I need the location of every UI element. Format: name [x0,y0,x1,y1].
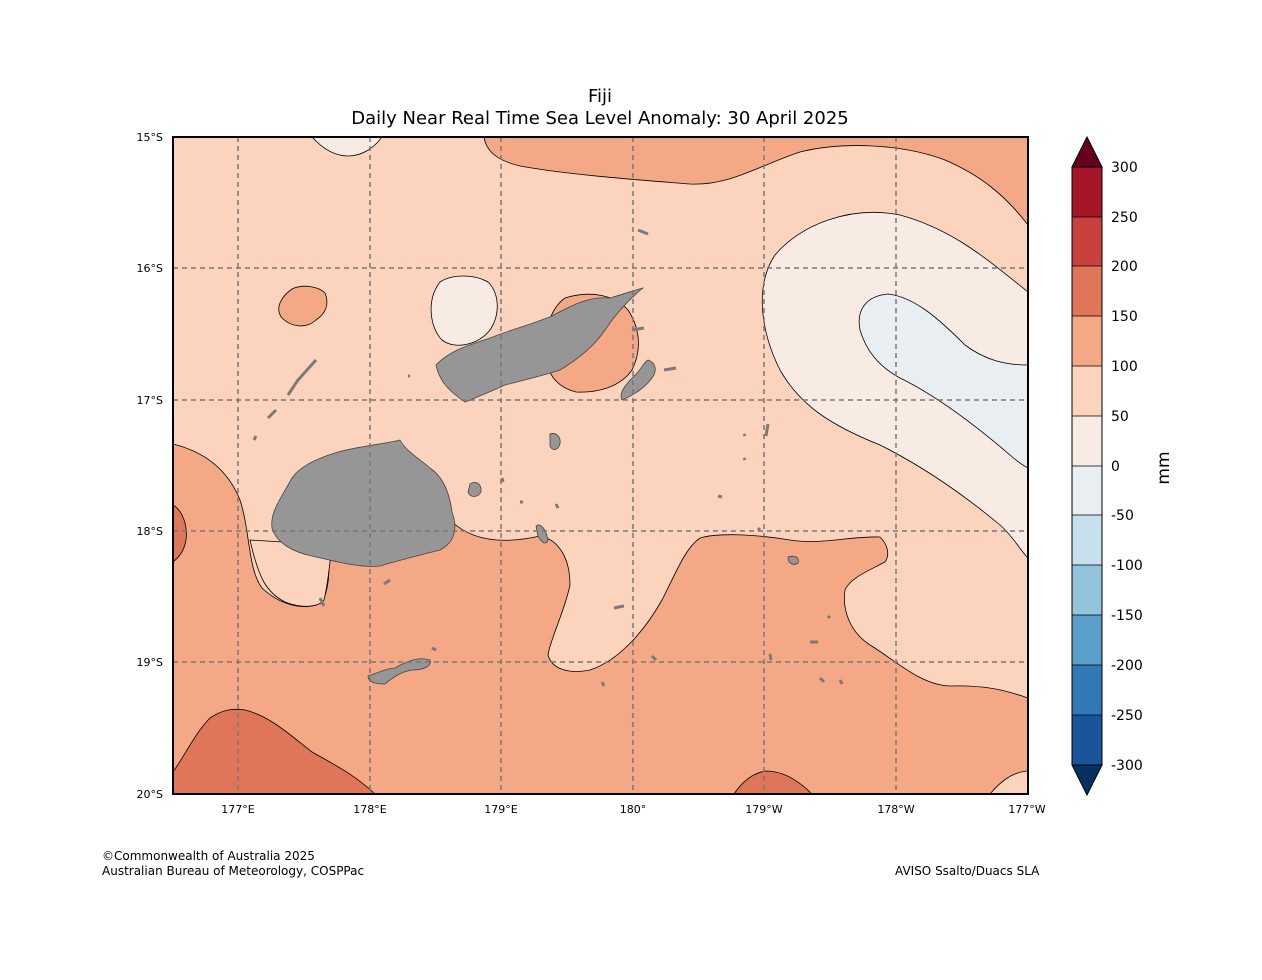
colorbar-segment [1072,715,1102,765]
colorbar-segment [1072,416,1102,466]
lon-tick-label: 178°E [353,803,386,816]
lon-tick-label: 177°W [1008,803,1045,816]
lat-tick-label: 15°S [137,131,163,144]
lon-tick-label: 177°E [221,803,254,816]
colorbar-tick-label: 0 [1111,459,1120,475]
colorbar-segment [1072,316,1102,366]
map-title: Fiji [587,86,613,107]
colorbar-segment [1072,217,1102,267]
lau-south-islands [768,614,844,685]
colorbar-segment [1072,466,1102,516]
yasawa-islands [286,358,318,396]
colorbar-min-extension [1071,764,1103,797]
colorbar-tick-label: 200 [1111,259,1138,275]
lat-tick-label: 20°S [137,788,163,801]
moala-islands [600,604,658,687]
colorbar: 300 250 200 150 100 50 0 -50 -100 -150 -… [1071,135,1174,797]
colorbar-segment [1072,565,1102,615]
colorbar-tick-label: -50 [1111,508,1134,524]
map-frame [172,136,1029,795]
colorbar-tick-label: -200 [1111,658,1143,674]
taveuni-island [620,359,656,401]
colorbar-tick-label: -150 [1111,608,1143,624]
lat-tick-label: 16°S [137,262,163,275]
contour-150-200-southwest [173,708,376,794]
colorbar-tick-label: -100 [1111,558,1143,574]
gau-island [535,524,549,544]
colorbar-tick-label: -300 [1111,758,1143,774]
map-gridlines [173,137,1028,794]
copyright-line: ©Commonwealth of Australia 2025 [102,849,315,863]
copyright-credit: ©Commonwealth of Australia 2025 Australi… [102,849,364,879]
lon-tick-label: 180° [620,803,647,816]
lat-tick-label: 18°S [137,525,163,538]
qamea-islands [631,228,677,372]
koro-island [549,433,561,450]
colorbar-segment [1072,615,1102,665]
contour-50-100-se-corner [989,770,1028,794]
colorbar-segment [1072,266,1102,316]
lon-tick-label: 179°E [484,803,517,816]
sea-level-anomaly-map [173,137,1028,794]
contour-0-50-top-patch [311,137,383,157]
colorbar-tick-label: 150 [1111,309,1138,325]
ovalau-island [467,482,482,497]
contour-50-100-sw-pocket [249,539,333,607]
lau-north-islands [717,423,770,532]
mamanuca-islands [252,408,278,441]
lon-tick-label: 179°W [745,803,782,816]
beqa-islands [318,374,560,652]
colorbar-tick-label: -250 [1111,708,1143,724]
lat-tick-label: 19°S [137,656,163,669]
viti-levu-island [271,439,456,567]
colorbar-frame [1071,166,1103,766]
lon-tick-label: 178°W [877,803,914,816]
data-source-credit: AVISO Ssalto/Duacs SLA [895,864,1040,878]
colorbar-segment [1072,515,1102,565]
colorbar-tick-label: 300 [1111,160,1138,176]
contour-minus50-0-east [858,293,1028,469]
contour-150-200-south-center [733,770,813,794]
contour-100-150-nw-blob [278,285,328,327]
contour-150-200-west [173,504,187,563]
lakeba-island [787,555,799,565]
colorbar-tick-label: 50 [1111,409,1129,425]
agency-line: Australian Bureau of Meteorology, COSPPa… [102,864,365,878]
colorbar-max-extension [1071,135,1103,168]
colorbar-tick-label: 250 [1111,210,1138,226]
lat-tick-label: 17°S [137,394,163,407]
colorbar-segment [1072,665,1102,715]
vanua-levu-island [435,287,645,403]
map-subtitle: Daily Near Real Time Sea Level Anomaly: … [351,108,849,129]
kadavu-island [367,658,431,685]
colorbar-segment [1072,167,1102,217]
colorbar-segment [1072,366,1102,416]
colorbar-tick-label: 100 [1111,359,1138,375]
contour-0-50-east [761,212,1028,559]
contour-0-50-north [430,275,498,346]
colorbar-unit-label: mm [1154,451,1174,484]
